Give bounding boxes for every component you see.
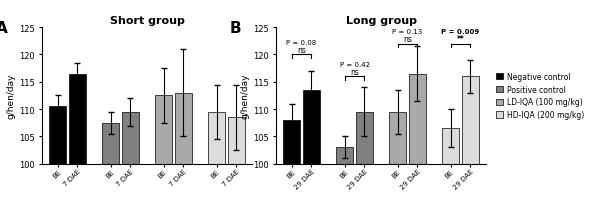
Text: B: B [230,21,241,36]
Title: Long group: Long group [346,16,416,26]
Bar [227,118,245,164]
Text: ns: ns [403,35,412,44]
Bar [155,96,172,164]
Text: P = 0.13: P = 0.13 [392,29,422,35]
Bar [461,77,479,164]
Bar [283,120,301,164]
Bar [69,74,86,164]
Y-axis label: g/hen/day: g/hen/day [241,73,250,119]
Title: Short group: Short group [110,16,184,26]
Text: ns: ns [350,67,359,76]
Bar [442,129,459,164]
Bar [175,93,191,164]
Text: A: A [0,21,8,36]
Bar [122,112,139,164]
Y-axis label: g/hen/day: g/hen/day [7,73,16,119]
Bar [356,112,373,164]
Bar [409,74,425,164]
Bar [208,112,225,164]
Bar [49,107,67,164]
Bar [103,123,119,164]
Text: ns: ns [297,46,306,55]
Bar [389,112,406,164]
Text: P = 0.42: P = 0.42 [340,61,370,67]
Legend: Negative control, Positive control, LD-IQA (100 mg/kg), HD-IQA (200 mg/kg): Negative control, Positive control, LD-I… [496,72,584,120]
Text: **: ** [457,35,464,44]
Text: P = 0.009: P = 0.009 [441,29,479,35]
Bar [303,91,320,164]
Text: P = 0.08: P = 0.08 [286,39,317,45]
Bar [337,148,353,164]
